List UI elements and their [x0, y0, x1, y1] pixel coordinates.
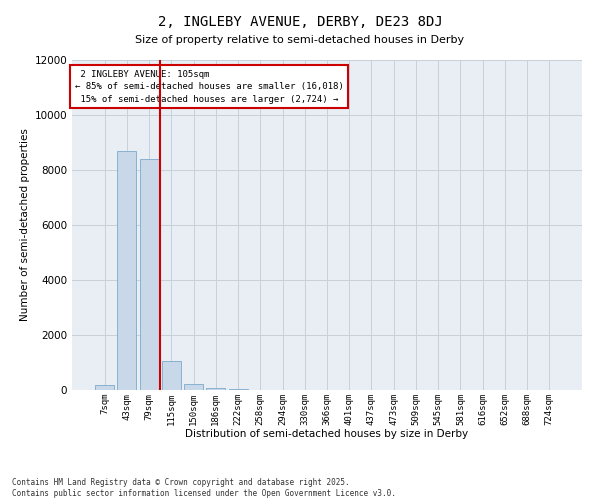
Bar: [95, 384, 114, 390]
Y-axis label: Number of semi-detached properties: Number of semi-detached properties: [20, 128, 30, 322]
Text: Size of property relative to semi-detached houses in Derby: Size of property relative to semi-detach…: [136, 35, 464, 45]
Text: 2, INGLEBY AVENUE, DERBY, DE23 8DJ: 2, INGLEBY AVENUE, DERBY, DE23 8DJ: [158, 15, 442, 29]
Text: 2 INGLEBY AVENUE: 105sqm
← 85% of semi-detached houses are smaller (16,018)
 15%: 2 INGLEBY AVENUE: 105sqm ← 85% of semi-d…: [74, 70, 343, 104]
Bar: [140, 159, 158, 390]
Bar: [118, 151, 136, 390]
Bar: [206, 388, 225, 390]
Bar: [184, 384, 203, 390]
Bar: [162, 361, 181, 390]
Bar: [229, 389, 248, 390]
X-axis label: Distribution of semi-detached houses by size in Derby: Distribution of semi-detached houses by …: [185, 429, 469, 439]
Text: Contains HM Land Registry data © Crown copyright and database right 2025.
Contai: Contains HM Land Registry data © Crown c…: [12, 478, 396, 498]
